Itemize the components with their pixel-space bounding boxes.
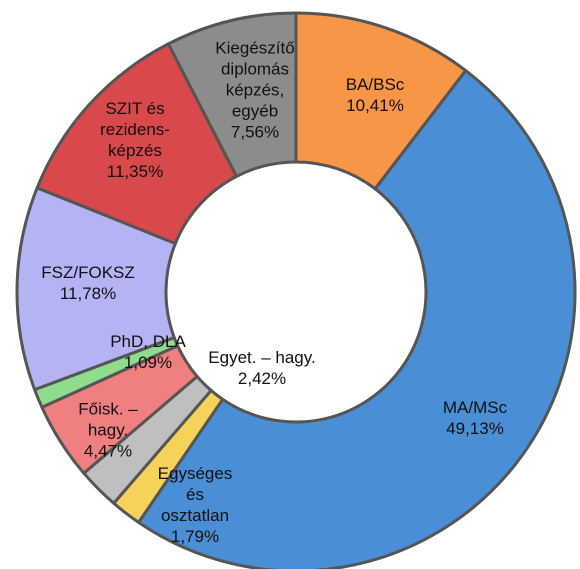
value-label: 7,56%	[230, 122, 280, 142]
donut-segment	[35, 42, 239, 245]
segment-label: MA/MSc 49,13%	[443, 397, 507, 439]
category-label: FSZ/FOKSZ	[41, 263, 135, 282]
segment-label: Kiegészítő diplomás képzés, egyéb 7,56%	[215, 38, 294, 143]
value-label: 1,09%	[123, 353, 173, 372]
category-label: BA/BSc	[345, 75, 405, 94]
category-label: Kiegészítő diplomás képzés, egyéb	[215, 38, 295, 121]
segment-label: Egységes és osztatlan 1,79%	[158, 463, 233, 547]
value-label: 11,35%	[106, 162, 164, 181]
value-label: 1,79%	[170, 527, 220, 546]
value-label: 49,13%	[446, 419, 504, 438]
donut-segment	[294, 11, 468, 191]
segment-label: Főisk. – hagy. 4,47%	[78, 399, 138, 462]
segment-label: BA/BSc 10,41%	[346, 74, 405, 116]
category-label: Egységes és osztatlan	[157, 464, 233, 525]
value-label: 11,78%	[59, 284, 117, 303]
segment-label: SZIT és rezidens- képzés 11,35%	[100, 98, 170, 182]
value-label: 4,47%	[83, 441, 133, 461]
value-label: 2,42%	[237, 369, 287, 388]
category-label: PhD, DLA	[110, 332, 186, 351]
donut-segment	[166, 11, 298, 178]
segment-label: FSZ/FOKSZ 11,78%	[41, 262, 135, 304]
value-label: 10,41%	[346, 96, 404, 115]
category-label: MA/MSc	[442, 398, 508, 417]
category-label: Főisk. – hagy.	[78, 399, 138, 440]
donut-segment	[137, 69, 577, 569]
category-label: Egyet. – hagy.	[208, 348, 316, 367]
segment-label: Egyet. – hagy. 2,42%	[208, 347, 315, 389]
category-label: SZIT és rezidens- képzés	[100, 99, 170, 160]
segment-label: PhD, DLA 1,09%	[110, 331, 186, 373]
